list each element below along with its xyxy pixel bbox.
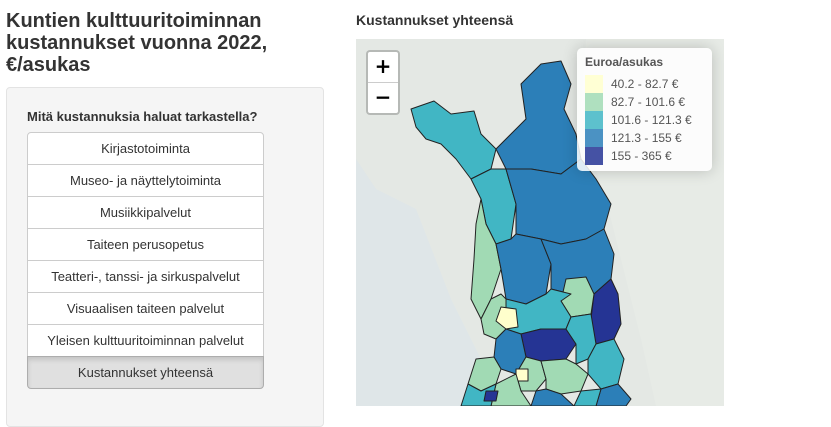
legend-item: 121.3 - 155 € xyxy=(585,129,704,147)
category-button-museo[interactable]: Museo- ja näyttelytoiminta xyxy=(27,164,264,197)
category-button-yhteensa[interactable]: Kustannukset yhteensä xyxy=(27,356,264,389)
municipality-region[interactable] xyxy=(495,306,519,330)
map-legend: Euroa/asukas 40.2 - 82.7 € 82.7 - 101.6 … xyxy=(577,48,712,171)
category-button-visuaalinen-taide[interactable]: Visuaalisen taiteen palvelut xyxy=(27,292,264,325)
legend-label: 40.2 - 82.7 € xyxy=(611,77,679,91)
question-label: Mitä kustannuksia haluat tarkastella? xyxy=(27,109,258,124)
sidebar-panel: Mitä kustannuksia haluat tarkastella? Ki… xyxy=(6,87,324,427)
legend-label: 82.7 - 101.6 € xyxy=(611,95,686,109)
legend-item: 40.2 - 82.7 € xyxy=(585,75,704,93)
category-button-musiikki[interactable]: Musiikkipalvelut xyxy=(27,196,264,229)
legend-swatch xyxy=(585,75,603,93)
legend-item: 82.7 - 101.6 € xyxy=(585,93,704,111)
category-button-group: Kirjastotoiminta Museo- ja näyttelytoimi… xyxy=(27,132,264,389)
sea-area-west xyxy=(356,159,486,406)
legend-label: 101.6 - 121.3 € xyxy=(611,113,692,127)
municipality-region[interactable] xyxy=(530,388,575,406)
category-button-teatteri[interactable]: Teatteri-, tanssi- ja sirkuspalvelut xyxy=(27,260,264,293)
legend-swatch xyxy=(585,93,603,111)
category-button-yleinen-kulttuuri[interactable]: Yleisen kulttuuritoiminnan palvelut xyxy=(27,324,264,357)
category-button-kirjastotoiminta[interactable]: Kirjastotoiminta xyxy=(27,132,264,165)
legend-swatch xyxy=(585,147,603,165)
zoom-out-button[interactable]: − xyxy=(374,85,392,109)
legend-title: Euroa/asukas xyxy=(585,55,664,69)
legend-swatch xyxy=(585,129,603,147)
municipality-region[interactable] xyxy=(495,233,552,305)
legend-label: 121.3 - 155 € xyxy=(611,131,682,145)
legend-swatch xyxy=(585,111,603,129)
municipality-polygons xyxy=(410,60,632,406)
category-button-taiteen-perusopetus[interactable]: Taiteen perusopetus xyxy=(27,228,264,261)
municipality-region[interactable] xyxy=(573,388,602,406)
page-title: Kuntien kulttuuritoiminnan kustannukset … xyxy=(6,10,268,76)
legend-item: 101.6 - 121.3 € xyxy=(585,111,704,129)
municipality-region[interactable] xyxy=(520,328,577,362)
zoom-in-button[interactable]: + xyxy=(368,52,398,83)
municipality-region[interactable] xyxy=(483,390,499,402)
zoom-control: + − xyxy=(366,50,400,115)
legend-item: 155 - 365 € xyxy=(585,147,704,165)
map-title: Kustannukset yhteensä xyxy=(356,12,514,28)
map-container[interactable]: + − Euroa/asukas 40.2 - 82.7 € 82.7 - 10… xyxy=(356,39,724,406)
legend-label: 155 - 365 € xyxy=(611,149,672,163)
